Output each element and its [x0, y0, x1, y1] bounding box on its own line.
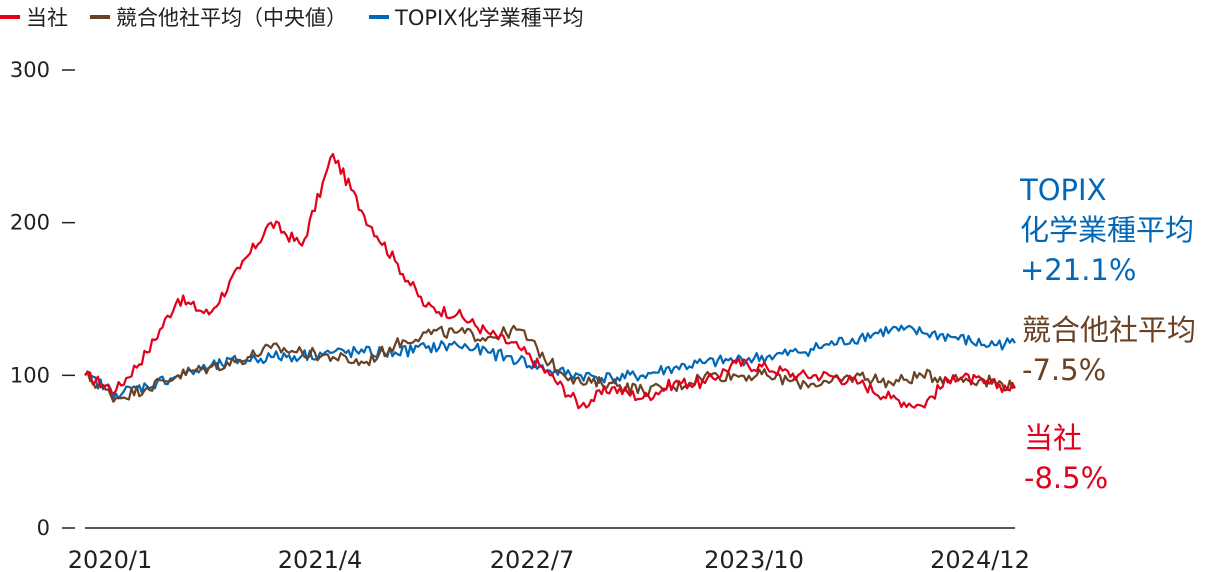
legend-label-competitors: 競合他社平均（中央値） [116, 6, 347, 30]
legend-label-topix: TOPIX化学業種平均 [395, 6, 584, 30]
x-tick-label: 2023/10 [704, 546, 804, 572]
legend-item-company: 当社 [0, 2, 68, 32]
end-label-company: 当社 -8.5% [1024, 418, 1108, 498]
x-tick-label: 2022/7 [490, 546, 574, 572]
x-tick-label: 2020/1 [68, 546, 152, 572]
end-label-topix-line1: TOPIX [1020, 173, 1107, 207]
legend-swatch-topix [369, 15, 389, 19]
legend-swatch-company [0, 15, 20, 19]
end-label-topix-value: +21.1% [1020, 253, 1137, 287]
series-line-1 [84, 324, 1016, 403]
end-label-company-name: 当社 [1024, 421, 1083, 455]
end-label-topix: TOPIX 化学業種平均 +21.1% [1020, 170, 1194, 290]
y-axis: 0 100 200 300 [10, 58, 75, 540]
y-tick-label: 0 [37, 516, 50, 540]
end-label-topix-line2: 化学業種平均 [1020, 213, 1195, 247]
legend-item-topix: TOPIX化学業種平均 [369, 2, 584, 32]
legend-item-competitors: 競合他社平均（中央値） [90, 2, 347, 32]
y-tick-label: 300 [10, 58, 50, 82]
series-line-0 [84, 152, 1016, 410]
legend-swatch-competitors [90, 15, 110, 19]
series-layer [84, 152, 1016, 410]
end-label-company-value: -8.5% [1024, 461, 1109, 495]
end-label-competitors-name: 競合他社平均 [1022, 313, 1197, 347]
end-label-competitors-value: -7.5% [1022, 353, 1107, 387]
x-tick-label: 2024/12 [930, 546, 1030, 572]
y-tick-label: 200 [10, 211, 50, 235]
legend-label-company: 当社 [26, 6, 68, 30]
legend: 当社 競合他社平均（中央値） TOPIX化学業種平均 [0, 2, 606, 32]
x-axis: 2020/1 2021/4 2022/7 2023/10 2024/12 [68, 527, 1030, 572]
end-label-competitors: 競合他社平均 -7.5% [1022, 310, 1196, 390]
x-tick-label: 2021/4 [278, 546, 362, 572]
y-tick-label: 100 [10, 363, 50, 387]
